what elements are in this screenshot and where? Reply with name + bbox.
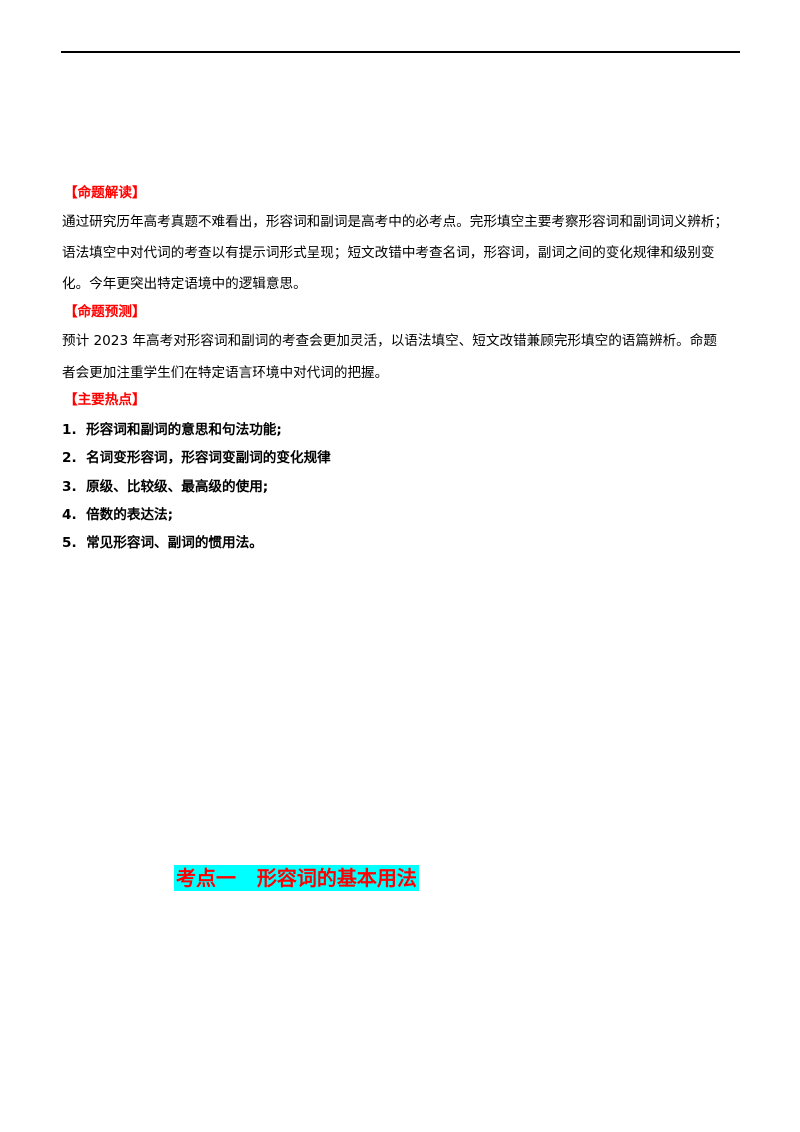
section-heading-interpretation: 【命题解读】: [64, 185, 146, 201]
paragraph-line: 预计 2023 年高考对形容词和副词的考查会更加灵活，以语法填空、短文改错兼顾完…: [62, 333, 717, 349]
paragraph-line: 化。今年更突出特定语境中的逻辑意思。: [62, 276, 307, 292]
list-item: 5. 常见形容词、副词的惯用法。: [62, 535, 263, 551]
header-rule: [61, 51, 740, 53]
list-item: 1. 形容词和副词的意思和句法功能;: [62, 422, 282, 438]
list-item: 4. 倍数的表达法;: [62, 507, 174, 523]
topic-title: 考点一 形容词的基本用法: [174, 865, 419, 891]
list-item: 2. 名词变形容词，形容词变副词的变化规律: [62, 450, 331, 466]
section-heading-hotspots: 【主要热点】: [64, 392, 146, 408]
paragraph-line: 者会更加注重学生们在特定语言环境中对代词的把握。: [62, 365, 389, 381]
list-item: 3. 原级、比较级、最高级的使用;: [62, 479, 269, 495]
paragraph-line: 通过研究历年高考真题不难看出，形容词和副词是高考中的必考点。完形填空主要考察形容…: [62, 214, 729, 230]
section-heading-prediction: 【命题预测】: [64, 304, 146, 320]
paragraph-line: 语法填空中对代词的考查以有提示词形式呈现；短文改错中考查名词，形容词，副词之间的…: [62, 245, 715, 261]
